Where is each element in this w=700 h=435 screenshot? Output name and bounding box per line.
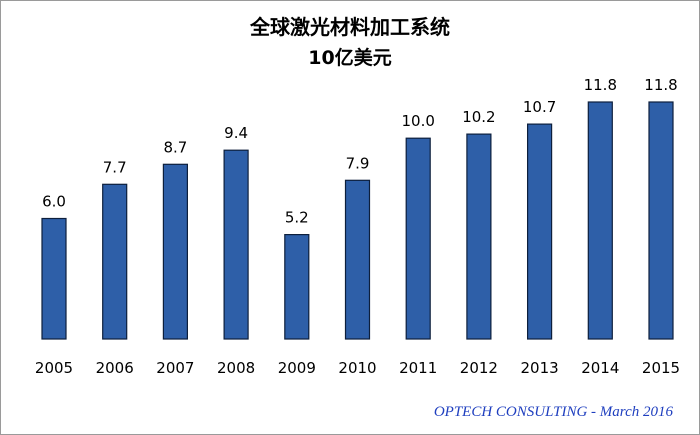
value-label-group: 6.0 7.7 8.7 9.4 5.2 7.9 10.0 10.2 10.7 11.8 11.8 bbox=[42, 76, 678, 227]
source-credit: OPTECH CONSULTING - March 2016 bbox=[433, 404, 673, 420]
value-label-2009: 5.2 bbox=[285, 209, 309, 227]
x-tick-label-2013: 2013 bbox=[521, 359, 559, 377]
chart-subtitle: 10亿美元 bbox=[308, 47, 392, 69]
x-tick-label-2014: 2014 bbox=[581, 359, 619, 377]
bar-2015 bbox=[648, 101, 674, 340]
bar-2011 bbox=[405, 137, 431, 340]
value-label-2013: 10.7 bbox=[523, 98, 556, 116]
x-tick-label-group: 2005 2006 2007 2008 2009 2010 2011 2012 2013 2014… bbox=[35, 359, 680, 377]
value-label-2006: 7.7 bbox=[103, 158, 127, 176]
bar-2014 bbox=[587, 101, 613, 340]
value-label-2014: 11.8 bbox=[584, 76, 617, 94]
x-tick-label-2006: 2006 bbox=[96, 359, 134, 377]
x-tick-label-2015: 2015 bbox=[642, 359, 680, 377]
x-tick-label-2009: 2009 bbox=[278, 359, 316, 377]
x-tick-label-2007: 2007 bbox=[156, 359, 194, 377]
bar-2010 bbox=[344, 179, 371, 340]
value-label-2010: 7.9 bbox=[346, 154, 370, 172]
bar-group bbox=[41, 101, 674, 340]
value-label-2007: 8.7 bbox=[163, 138, 187, 156]
value-label-2011: 10.0 bbox=[401, 112, 434, 130]
x-tick-label-2005: 2005 bbox=[35, 359, 73, 377]
value-label-2012: 10.2 bbox=[462, 108, 495, 126]
value-label-2015: 11.8 bbox=[644, 76, 677, 94]
value-label-2005: 6.0 bbox=[42, 193, 66, 211]
x-tick-label-2010: 2010 bbox=[338, 359, 376, 377]
x-tick-label-2008: 2008 bbox=[217, 359, 255, 377]
x-tick-label-2011: 2011 bbox=[399, 359, 437, 377]
bar-2005 bbox=[41, 217, 67, 340]
bar-2013 bbox=[526, 123, 553, 340]
bar-2012 bbox=[466, 133, 492, 340]
bar-2008 bbox=[223, 149, 249, 340]
chart-title: 全球激光材料加工系统 bbox=[250, 15, 450, 39]
bar-2007 bbox=[162, 163, 188, 340]
x-tick-label-2012: 2012 bbox=[460, 359, 498, 377]
bar-2009 bbox=[284, 234, 310, 340]
value-label-2008: 9.4 bbox=[224, 124, 248, 142]
bar-2006 bbox=[102, 183, 128, 340]
